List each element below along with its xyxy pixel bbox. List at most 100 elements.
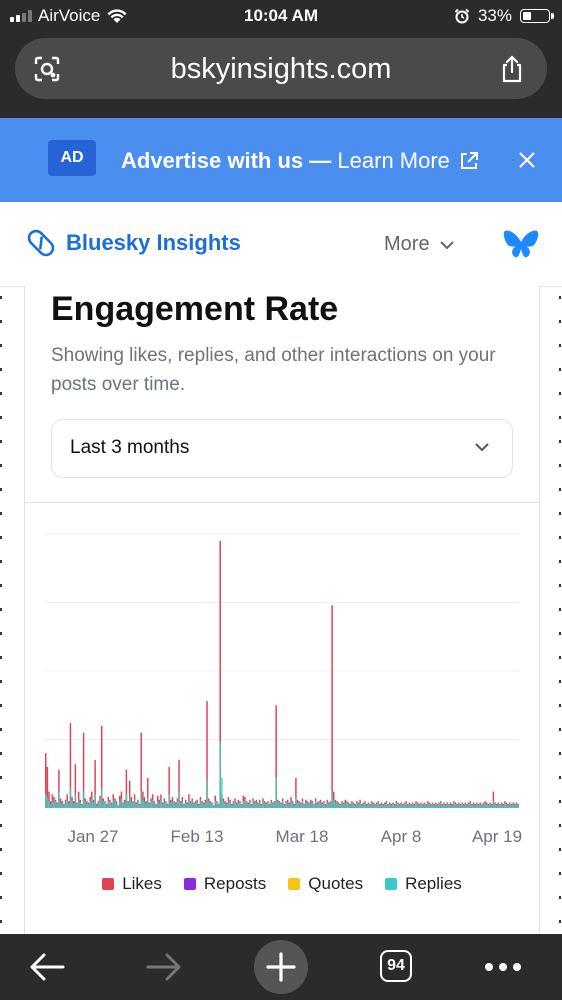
- x-tick-label: Jan 27: [67, 827, 118, 846]
- replies-bar: [219, 742, 221, 808]
- replies-bar: [403, 803, 406, 808]
- ad-learn-more-link[interactable]: Learn More: [337, 148, 450, 173]
- replies-bar: [272, 803, 274, 808]
- brand-link[interactable]: Bluesky Insights: [26, 227, 241, 259]
- ad-lead-text: Advertise with us —: [121, 148, 332, 173]
- replies-bar: [303, 805, 305, 808]
- replies-bar: [267, 802, 269, 808]
- replies-bar: [262, 801, 264, 808]
- external-link-icon: [460, 152, 478, 169]
- butterfly-icon[interactable]: [503, 229, 539, 261]
- replies-bar: [461, 803, 463, 808]
- replies-bar: [147, 797, 149, 808]
- replies-bar: [166, 805, 169, 808]
- replies-bar: [464, 803, 467, 808]
- replies-bar: [333, 799, 335, 808]
- ad-message[interactable]: Advertise with us — Learn More: [121, 148, 480, 174]
- replies-bar: [375, 803, 378, 808]
- address-bar[interactable]: bskyinsights.com: [15, 38, 547, 99]
- replies-bar: [388, 803, 391, 808]
- replies-bar: [458, 803, 460, 808]
- replies-bar: [230, 805, 233, 808]
- url-text[interactable]: bskyinsights.com: [170, 53, 392, 85]
- replies-bar: [393, 805, 396, 808]
- replies-bar: [255, 802, 258, 808]
- replies-bar: [244, 801, 246, 808]
- replies-bar: [89, 801, 91, 808]
- wifi-icon: [107, 9, 127, 23]
- new-tab-icon[interactable]: [253, 939, 309, 995]
- replies-bar: [94, 794, 96, 808]
- legend-label: Reposts: [203, 874, 267, 893]
- replies-bar: [148, 803, 151, 808]
- replies-bar: [254, 802, 256, 808]
- likes-bar: [178, 760, 180, 808]
- legend-label: Likes: [122, 874, 162, 893]
- replies-bar: [282, 801, 284, 808]
- tab-count-button[interactable]: 94: [380, 950, 412, 982]
- edge-dot: [559, 728, 561, 731]
- replies-bar: [49, 803, 52, 808]
- replies-bar: [249, 802, 251, 808]
- replies-bar: [329, 802, 332, 808]
- edge-dot: [559, 416, 561, 419]
- replies-bar: [334, 802, 337, 808]
- likes-bar: [45, 753, 47, 808]
- divider: [25, 502, 539, 503]
- more-menu-button[interactable]: More: [384, 233, 454, 256]
- replies-bar: [258, 802, 261, 808]
- more-options-icon[interactable]: [484, 962, 522, 972]
- edge-dot: [559, 608, 561, 611]
- replies-bar: [150, 801, 152, 808]
- replies-bar: [226, 803, 228, 808]
- legend-swatch: [102, 878, 115, 890]
- range-select[interactable]: Last 3 months: [51, 419, 513, 478]
- likes-bar: [492, 791, 495, 808]
- edge-dot: [0, 752, 2, 755]
- replies-bar: [423, 803, 426, 808]
- share-icon[interactable]: [497, 54, 527, 84]
- replies-bar: [143, 801, 146, 808]
- card-title: Engagement Rate: [51, 290, 339, 328]
- likes-bar: [128, 780, 131, 808]
- replies-bar: [365, 805, 368, 808]
- replies-bar: [364, 802, 366, 808]
- replies-bar: [354, 805, 356, 808]
- replies-bar: [163, 801, 165, 808]
- edge-dot: [0, 680, 2, 683]
- replies-bar: [505, 803, 508, 808]
- replies-bar: [242, 801, 244, 808]
- replies-bar: [181, 801, 184, 808]
- close-icon[interactable]: [518, 151, 536, 169]
- likes-bar: [125, 769, 128, 808]
- replies-bar: [179, 802, 182, 808]
- replies-bar: [165, 802, 167, 808]
- forward-arrow-icon[interactable]: [145, 952, 183, 982]
- likes-bar: [168, 766, 170, 808]
- replies-bar: [104, 802, 106, 808]
- replies-bar: [318, 802, 320, 808]
- replies-bar: [479, 803, 481, 808]
- edge-dot: [0, 560, 2, 563]
- edge-dot: [0, 872, 2, 875]
- edge-dot: [559, 680, 561, 683]
- replies-bar: [84, 801, 86, 808]
- replies-bar: [323, 802, 325, 808]
- replies-bar: [331, 791, 333, 808]
- replies-bar: [155, 805, 157, 808]
- replies-bar: [502, 805, 505, 808]
- camera-lens-icon[interactable]: [32, 54, 62, 84]
- replies-bar: [173, 802, 175, 808]
- edge-dot: [559, 296, 561, 299]
- replies-bar: [153, 802, 156, 808]
- edge-dot: [0, 344, 2, 347]
- replies-bar: [194, 802, 197, 808]
- replies-bar: [105, 805, 108, 808]
- edge-dot: [0, 584, 2, 587]
- replies-bar: [311, 802, 314, 808]
- replies-bar: [395, 802, 398, 808]
- back-arrow-icon[interactable]: [28, 952, 66, 982]
- likes-bar: [206, 701, 208, 808]
- replies-bar: [277, 801, 279, 808]
- replies-bar: [68, 803, 70, 808]
